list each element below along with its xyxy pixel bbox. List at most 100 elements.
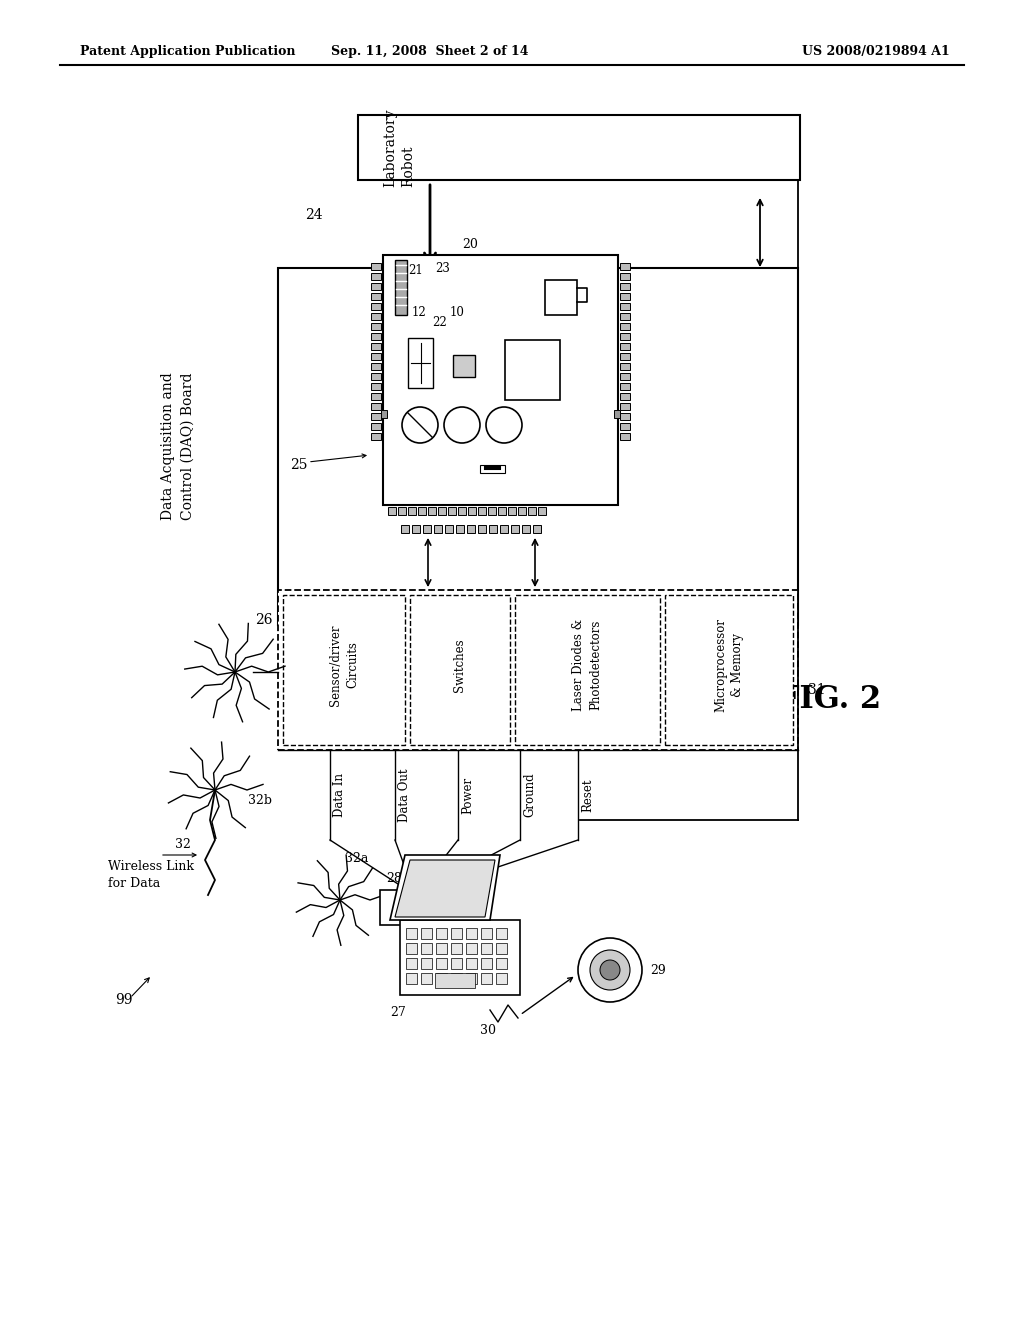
Text: Reset: Reset: [581, 779, 594, 812]
Bar: [620, 383, 630, 389]
Bar: [449, 507, 456, 515]
Text: 27: 27: [390, 1006, 406, 1019]
Bar: [371, 383, 381, 389]
Bar: [371, 293, 381, 300]
Bar: [466, 958, 477, 969]
Bar: [466, 928, 477, 939]
Text: 12: 12: [412, 305, 427, 318]
Bar: [620, 273, 630, 280]
Bar: [412, 525, 420, 533]
Text: 26: 26: [255, 612, 272, 627]
Bar: [278, 268, 798, 624]
Bar: [620, 413, 630, 420]
Bar: [508, 507, 516, 515]
Text: 29: 29: [650, 964, 666, 977]
Bar: [371, 433, 381, 440]
Bar: [371, 413, 381, 420]
Bar: [468, 507, 476, 515]
Text: Wireless Link
for Data: Wireless Link for Data: [108, 861, 194, 890]
Bar: [451, 958, 462, 969]
Bar: [518, 507, 526, 515]
Bar: [278, 590, 798, 750]
Bar: [620, 333, 630, 341]
Bar: [498, 507, 506, 515]
Bar: [435, 973, 475, 987]
Text: 20: 20: [462, 239, 478, 252]
Bar: [436, 958, 447, 969]
Bar: [436, 973, 447, 983]
Bar: [489, 525, 497, 533]
Text: 99: 99: [115, 993, 132, 1007]
Bar: [620, 403, 630, 411]
Text: Microprocessor
& Memory: Microprocessor & Memory: [714, 618, 744, 711]
Circle shape: [402, 407, 438, 444]
Bar: [371, 393, 381, 400]
Text: 22: 22: [432, 317, 446, 330]
Bar: [428, 507, 436, 515]
Text: 31: 31: [808, 682, 825, 697]
Bar: [451, 973, 462, 983]
Bar: [620, 263, 630, 271]
Bar: [408, 507, 416, 515]
Text: Sensor/driver
Circuits: Sensor/driver Circuits: [329, 624, 359, 706]
Text: Switches: Switches: [454, 638, 467, 692]
Bar: [283, 595, 406, 744]
Polygon shape: [395, 861, 495, 917]
Bar: [371, 363, 381, 370]
Bar: [445, 525, 453, 533]
Text: Sep. 11, 2008  Sheet 2 of 14: Sep. 11, 2008 Sheet 2 of 14: [331, 45, 528, 58]
Bar: [522, 525, 530, 533]
Bar: [371, 343, 381, 350]
Bar: [371, 422, 381, 430]
Text: Laboratory
Robot: Laboratory Robot: [383, 108, 416, 186]
Bar: [481, 928, 492, 939]
Bar: [620, 433, 630, 440]
Text: FIG. 2: FIG. 2: [778, 685, 882, 715]
Bar: [545, 280, 577, 315]
Bar: [620, 293, 630, 300]
Bar: [456, 525, 464, 533]
Bar: [358, 115, 800, 180]
Bar: [436, 928, 447, 939]
Text: US 2008/0219894 A1: US 2008/0219894 A1: [802, 45, 950, 58]
Bar: [481, 942, 492, 954]
Circle shape: [578, 939, 642, 1002]
Bar: [421, 958, 432, 969]
Bar: [400, 920, 520, 995]
Bar: [496, 958, 507, 969]
Bar: [421, 942, 432, 954]
Bar: [371, 263, 381, 271]
Bar: [614, 411, 620, 418]
Bar: [388, 507, 396, 515]
Text: 23: 23: [435, 261, 450, 275]
Bar: [496, 942, 507, 954]
Bar: [528, 507, 536, 515]
Bar: [500, 525, 508, 533]
Text: 21: 21: [408, 264, 423, 276]
Bar: [418, 507, 426, 515]
Text: Ground: Ground: [523, 772, 536, 817]
Bar: [406, 942, 417, 954]
Bar: [478, 507, 486, 515]
Bar: [538, 507, 546, 515]
Bar: [421, 973, 432, 983]
Bar: [620, 323, 630, 330]
Bar: [410, 595, 510, 744]
Circle shape: [590, 950, 630, 990]
Text: 32a: 32a: [345, 851, 369, 865]
Bar: [438, 507, 446, 515]
Text: 32: 32: [175, 838, 190, 851]
Bar: [620, 313, 630, 319]
Bar: [381, 411, 387, 418]
Bar: [458, 507, 466, 515]
Bar: [515, 595, 660, 744]
Bar: [665, 595, 793, 744]
Text: 10: 10: [450, 305, 465, 318]
Text: Data Out: Data Out: [398, 768, 411, 822]
Bar: [466, 973, 477, 983]
Polygon shape: [390, 855, 500, 920]
Bar: [451, 928, 462, 939]
Bar: [620, 304, 630, 310]
Bar: [380, 890, 408, 925]
Bar: [466, 942, 477, 954]
